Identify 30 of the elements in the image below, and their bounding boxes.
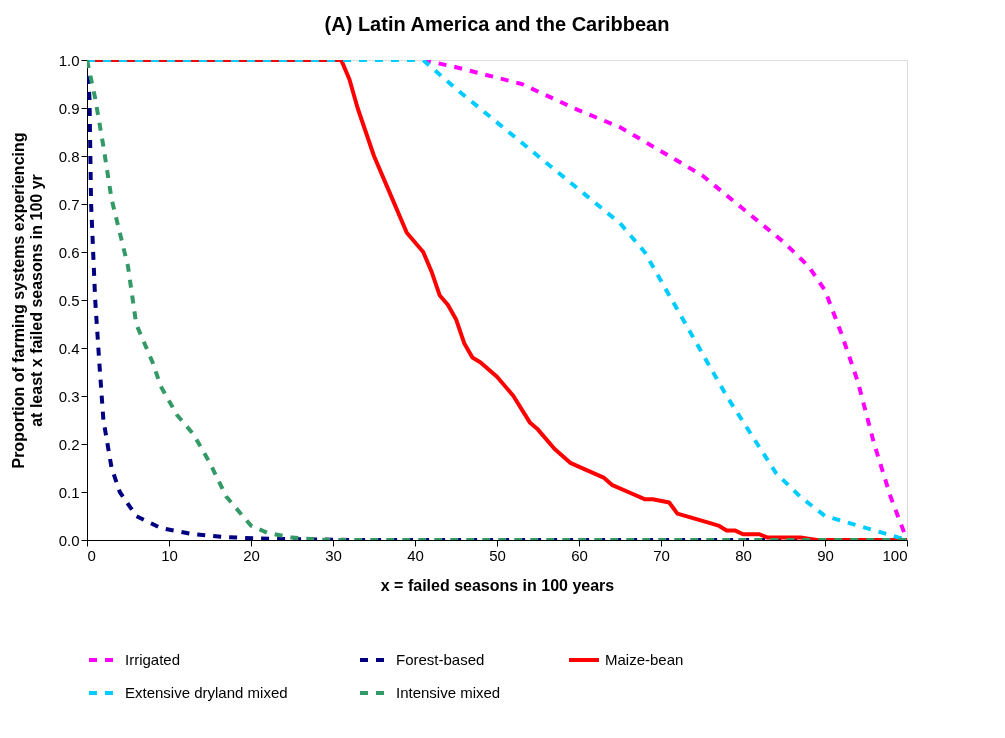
x-axis-title: x = failed seasons in 100 years: [380, 576, 615, 594]
y-tick-label: 0.6: [58, 243, 80, 261]
y-tick-label: 0.4: [58, 339, 80, 357]
y-tick-label: 0.3: [58, 387, 80, 405]
legend-label: Intensive mixed: [396, 684, 501, 701]
legend-label: Forest-based: [396, 651, 485, 668]
x-tick-label: 80: [735, 546, 752, 564]
y-tick-label: 0.7: [58, 195, 80, 213]
y-tick-label: 0.9: [58, 99, 80, 117]
x-tick-label: 20: [243, 546, 260, 564]
y-tick-label: 1.0: [58, 51, 80, 69]
y-tick-label: 0.1: [58, 483, 80, 501]
y-axis-title: Proportion of farming systems experiencing at least x failed seasons in 100 yr: [9, 132, 45, 469]
y-tick-label: 0.0: [58, 531, 80, 549]
x-tick-label: 40: [407, 546, 424, 564]
x-tick-label: 60: [571, 546, 588, 564]
y-tick-label: 0.5: [58, 291, 80, 309]
y-tick-label: 0.8: [58, 147, 80, 165]
x-tick-label: 90: [817, 546, 834, 564]
y-tick-label: 0.2: [58, 435, 80, 453]
x-tick-label: 50: [489, 546, 506, 564]
x-tick-label: 100: [882, 546, 908, 564]
legend-label: Irrigated: [125, 651, 181, 668]
legend-label: Maize-bean: [605, 651, 684, 668]
legend-label: Extensive dryland mixed: [125, 684, 288, 701]
x-tick-label: 30: [325, 546, 342, 564]
x-tick-label: 70: [653, 546, 670, 564]
x-tick-label: 0: [87, 546, 96, 564]
chart-title: (A) Latin America and the Caribbean: [324, 13, 670, 35]
x-tick-label: 10: [161, 546, 178, 564]
